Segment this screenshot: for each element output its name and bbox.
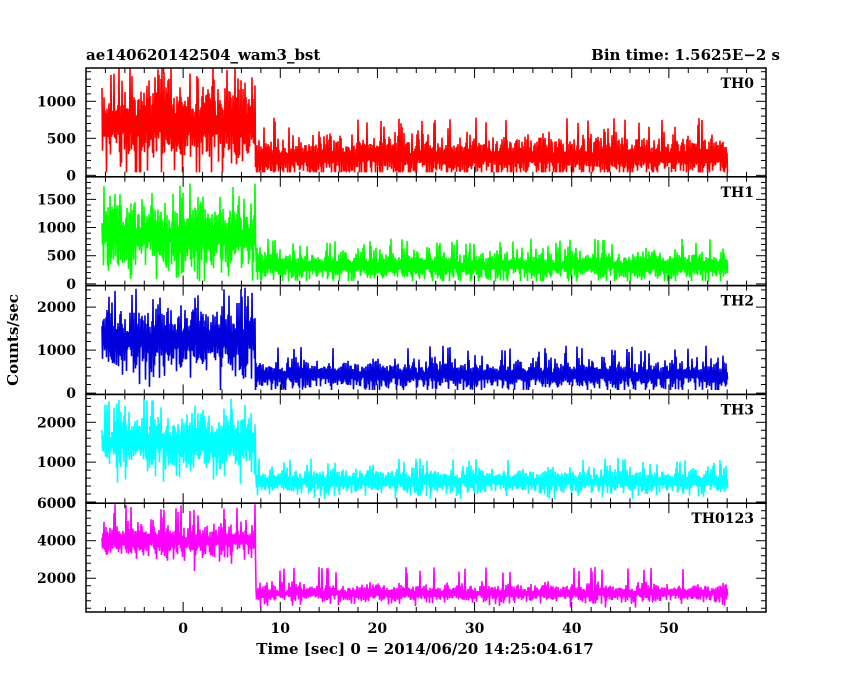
y-axis-label: Counts/sec (4, 294, 22, 386)
panel-name-th3: TH3 (721, 402, 754, 418)
panel-name-th0123: TH0123 (691, 511, 754, 527)
x-tick-label: 50 (659, 621, 679, 637)
y-tick-label-th2: 0 (66, 386, 76, 402)
light-curve-th0 (101, 68, 729, 173)
y-tick-label-th1: 1500 (37, 192, 76, 208)
y-tick-label-th3: 2000 (37, 415, 76, 431)
y-tick-label-th0: 0 (66, 168, 76, 184)
y-tick-label-th1: 1000 (37, 221, 76, 237)
x-tick-label: 10 (271, 621, 291, 637)
bin-time-label: Bin time: 1.5625E−2 s (591, 46, 780, 64)
light-curve-th1 (101, 183, 729, 282)
x-axis-label: Time [sec] 0 = 2014/06/20 14:25:04.617 (256, 640, 593, 658)
light-curve-th0123 (101, 504, 729, 608)
x-tick-label: 40 (562, 621, 582, 637)
y-tick-label-th3: 1000 (37, 455, 76, 471)
y-tick-label-th1: 0 (66, 277, 76, 293)
y-tick-label-th0123: 2000 (37, 571, 76, 587)
x-tick-label: 30 (465, 621, 485, 637)
y-tick-label-th0123: 6000 (37, 496, 76, 512)
light-curve-th2 (101, 287, 729, 391)
plot-title: ae140620142504_wam3_bst (86, 46, 320, 64)
panel-name-th2: TH2 (721, 294, 754, 310)
y-tick-label-th0123: 4000 (37, 534, 76, 550)
x-tick-label: 0 (178, 621, 188, 637)
panel-name-th0: TH0 (721, 76, 755, 92)
y-tick-label-th0: 1000 (37, 94, 76, 110)
y-tick-label-th0: 500 (47, 131, 76, 147)
y-tick-label-th3: 0 (66, 495, 76, 511)
light-curve-th3 (101, 398, 729, 499)
y-tick-label-th2: 2000 (37, 300, 76, 316)
panel-frame-th0123 (85, 502, 767, 613)
y-tick-label-th1: 500 (47, 249, 76, 265)
y-tick-label-th2: 1000 (37, 343, 76, 359)
x-tick-label: 20 (368, 621, 388, 637)
panel-name-th1: TH1 (721, 185, 754, 201)
